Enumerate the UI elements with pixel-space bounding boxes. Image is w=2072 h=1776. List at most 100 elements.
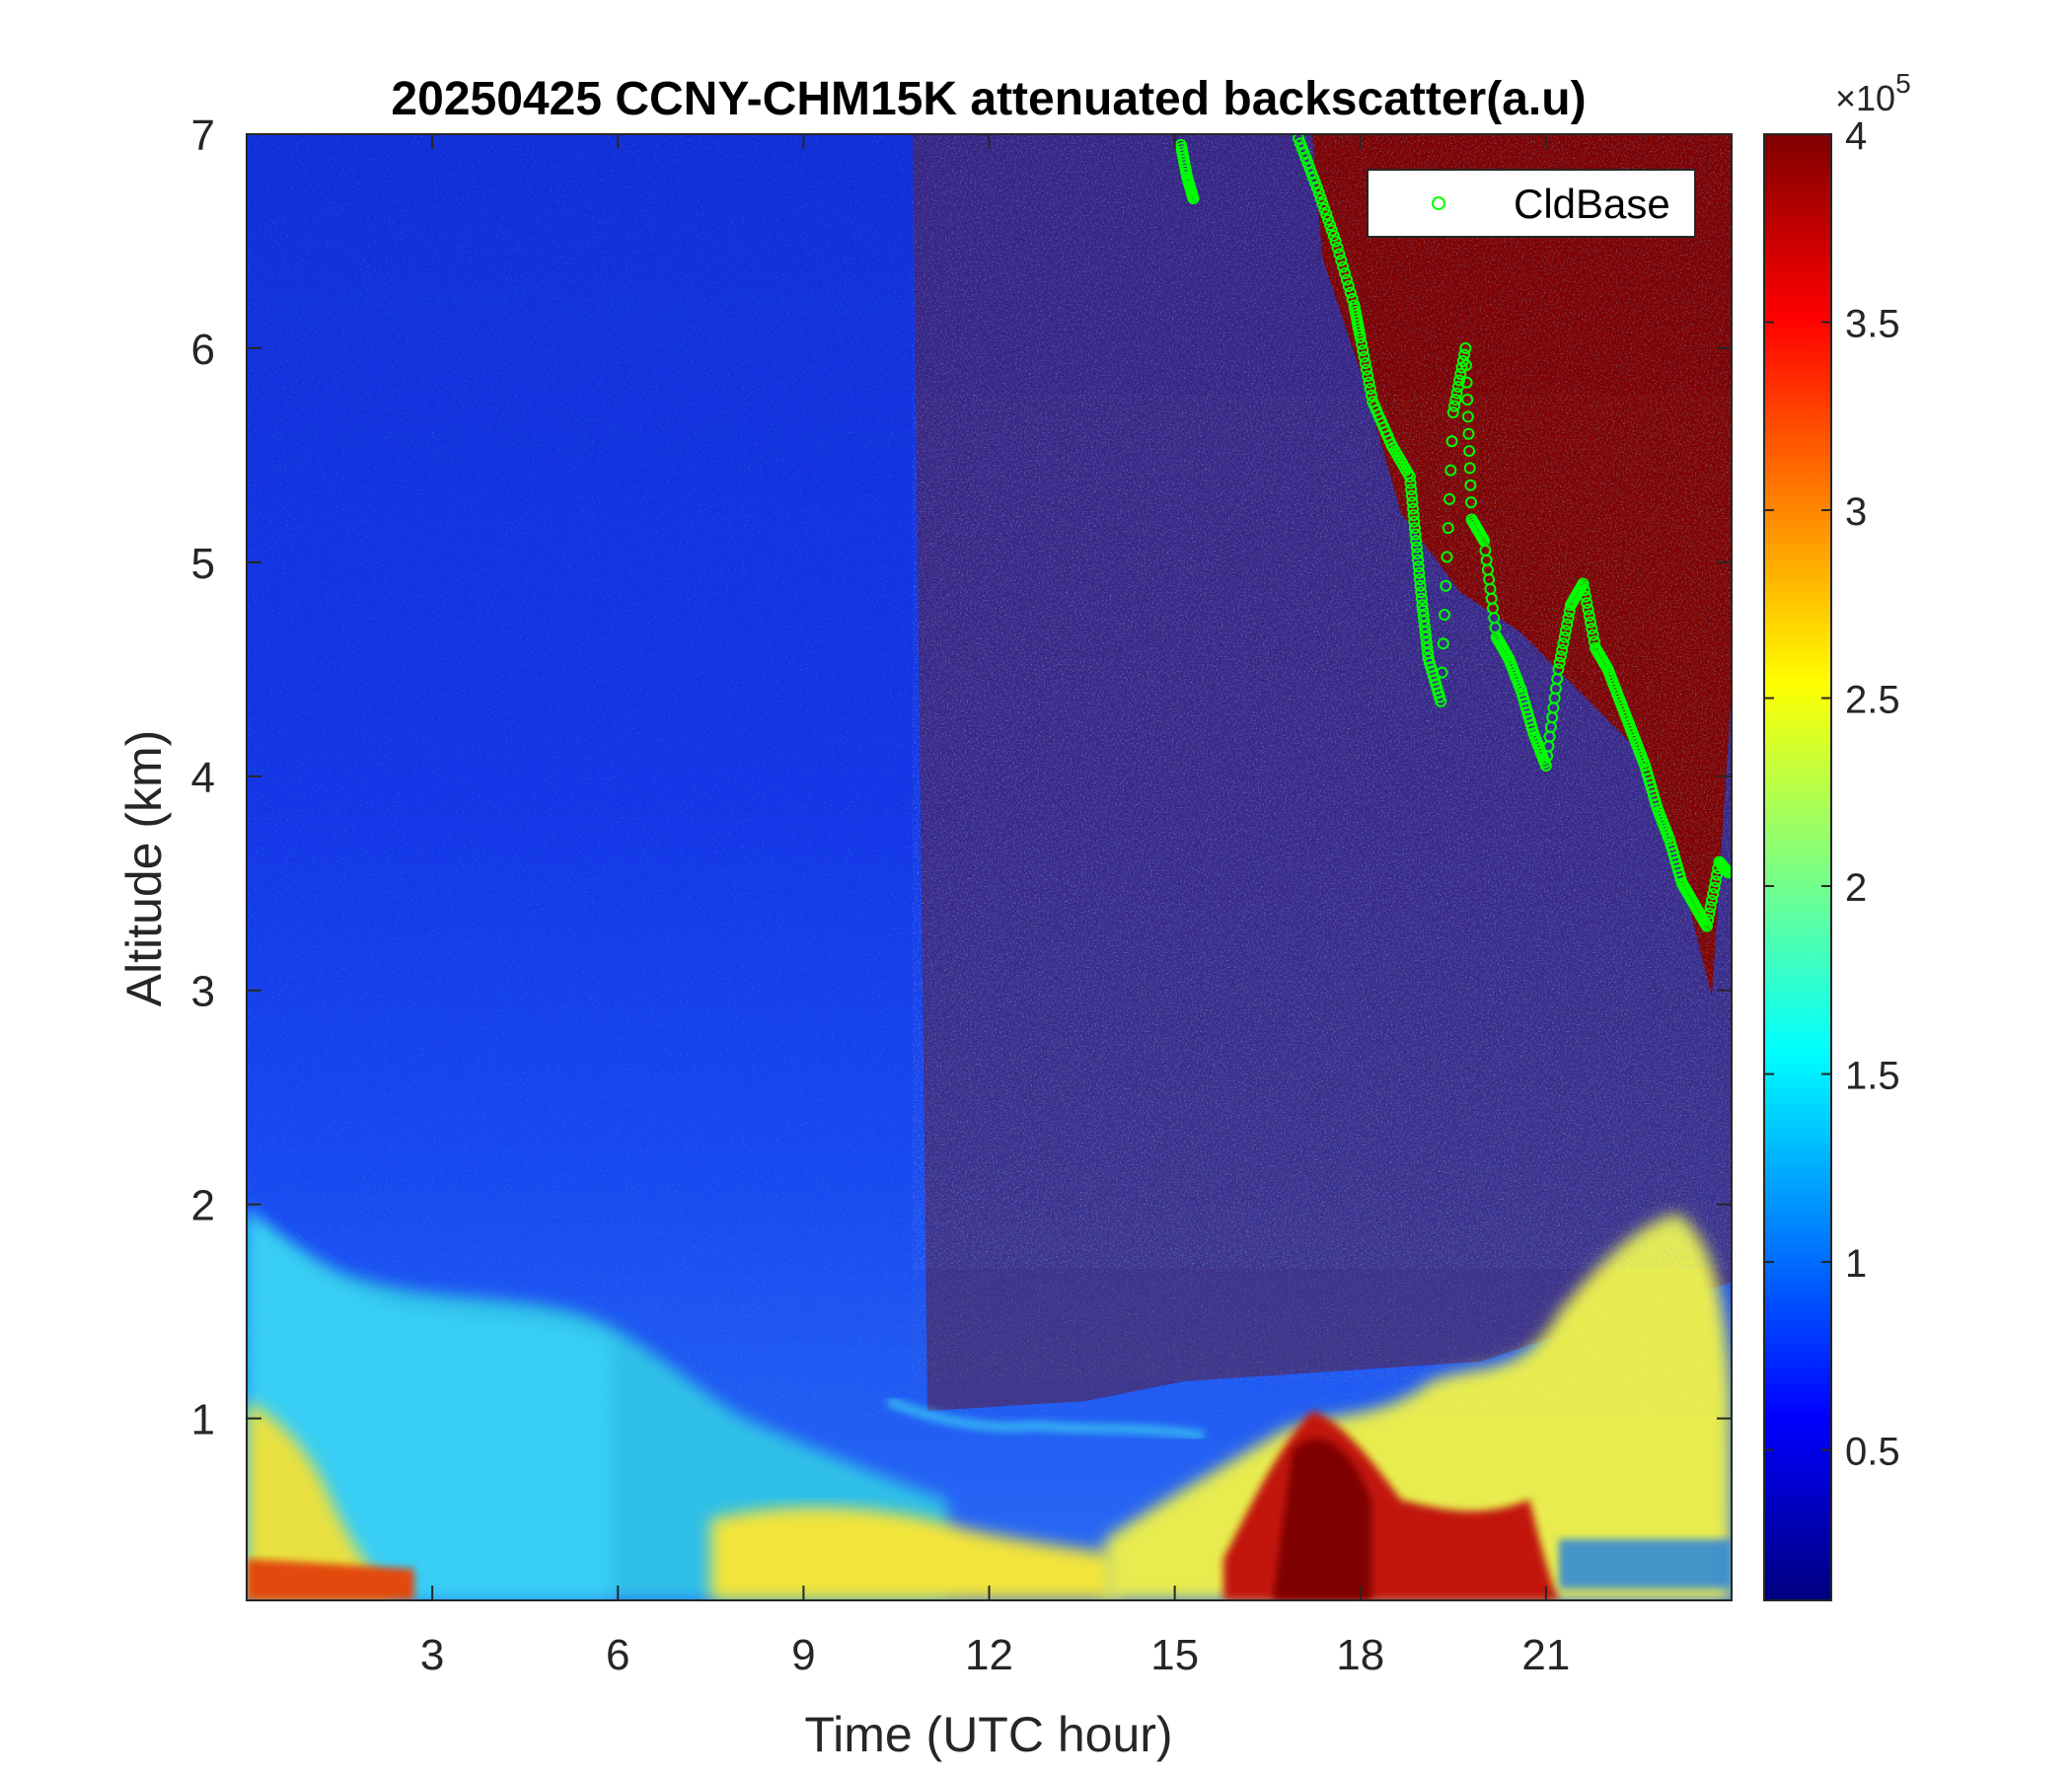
cloud-base-point [1707, 888, 1720, 901]
cloud-base-point [1448, 400, 1461, 412]
colorbar-tick-label: 0.5 [1845, 1431, 1900, 1474]
cloud-base-point [1409, 528, 1422, 541]
cloud-base-point [1327, 230, 1340, 243]
cloud-base-point [1554, 650, 1567, 663]
cloud-base-point [1444, 464, 1457, 477]
cloud-base-point [1412, 554, 1425, 566]
cloud-base-point [1406, 496, 1419, 509]
cloud-base-point [1562, 612, 1575, 625]
cloud-base-point [1446, 407, 1459, 419]
cloud-base-point [1357, 344, 1369, 357]
cloud-base-point [1342, 280, 1355, 293]
cloud-base-point [1411, 548, 1424, 560]
cloud-base-point [1459, 341, 1472, 354]
colorbar-tick-label: 3 [1845, 490, 1867, 534]
y-tick-label: 1 [191, 1396, 215, 1444]
cloud-base-point [1187, 192, 1200, 205]
cloud-base-point [1413, 573, 1426, 586]
cloud-base-point [1587, 629, 1599, 641]
cloud-base-point [1404, 477, 1417, 489]
cloud-base-point [1582, 603, 1594, 616]
cloud-base-point [1464, 479, 1477, 491]
cloud-base-point [1337, 260, 1350, 273]
cloud-base-point [1700, 920, 1713, 932]
cloud-base-point [1709, 875, 1722, 888]
cloud-base-point [1463, 445, 1476, 458]
y-tick-label: 5 [191, 540, 215, 588]
cloud-base-point [1581, 597, 1593, 610]
cloud-base-point [1344, 286, 1357, 299]
cloud-base-point [1704, 901, 1717, 914]
cloud-base-point [1449, 393, 1462, 406]
y-tick-label: 6 [191, 326, 215, 374]
cloud-base-point [1361, 363, 1373, 376]
cloud-base-point [1408, 522, 1421, 535]
cloud-base-point [1552, 663, 1565, 676]
cloud-base-point [1310, 182, 1323, 194]
cloud-base-point [1437, 637, 1449, 650]
cloud-base-point [1445, 435, 1458, 448]
legend-entry-label: CldBase [1514, 181, 1670, 227]
colorbar-exponent-base: ×10 [1835, 78, 1895, 118]
cloud-base-point [1333, 248, 1346, 260]
cloud-base-point [1705, 894, 1718, 907]
cloud-base-point [1405, 489, 1418, 502]
legend-marker-icon [1432, 196, 1445, 210]
cloud-base-point [1316, 197, 1329, 210]
x-tick-label: 6 [606, 1631, 629, 1679]
y-tick-label: 3 [191, 968, 215, 1016]
cloud-base-point [1703, 907, 1716, 920]
cloud-base-point [1553, 656, 1566, 669]
cloud-base-point [1407, 509, 1420, 522]
cloud-base-point [1329, 235, 1342, 248]
colorbar-tick-label: 2 [1845, 866, 1867, 910]
cloud-base-point [1463, 462, 1476, 475]
cloud-base-point [1359, 357, 1371, 370]
cloud-base-point [1356, 337, 1369, 350]
cloud-base-point [1362, 370, 1374, 383]
cloud-base-point [1354, 332, 1367, 344]
cloud-base-point [1320, 208, 1333, 221]
cloud-base-point [1408, 515, 1421, 528]
colorbar: 0.5 1 1.5 2 2.5 3 3.5 4 ×105 [1763, 68, 1911, 1601]
cloud-base-point [1405, 483, 1418, 496]
backscatter-heatmap [247, 134, 1732, 1600]
cloud-base-point [1577, 577, 1590, 590]
cloud-base-point [1436, 666, 1448, 679]
cloud-base-point [1722, 866, 1732, 879]
cloud-base-point [1462, 427, 1475, 440]
cloud-base-point [1454, 367, 1467, 380]
x-axis-label: Time (UTC hour) [804, 1707, 1172, 1762]
y-axis: 1 2 3 4 5 6 7 [191, 111, 1732, 1444]
cloud-base-point [1439, 609, 1451, 622]
cloud-base-point [1464, 496, 1477, 509]
cloud-base-point [1558, 630, 1571, 643]
x-axis: 3 6 9 12 15 18 21 [420, 134, 1570, 1679]
colorbar-frame [1763, 133, 1832, 1601]
cloud-base-point [1442, 522, 1454, 535]
cloud-base-point [1585, 616, 1597, 629]
colorbar-gradient [1764, 134, 1831, 1600]
cloud-base-point [1440, 579, 1452, 592]
cloud-base-point [1358, 350, 1370, 363]
colorbar-tick-label: 4 [1845, 114, 1867, 158]
cloud-base-point [1556, 643, 1569, 656]
y-axis-label: Altitude (km) [116, 730, 172, 1007]
colorbar-exponent: ×105 [1835, 68, 1911, 118]
cloud-base-point [1324, 219, 1337, 232]
cloud-base-point [1453, 374, 1466, 387]
cloud-base-point [1583, 610, 1595, 623]
cloud-base-point [1586, 623, 1598, 635]
colorbar-exponent-power: 5 [1895, 68, 1911, 99]
cloud-base-point [1580, 590, 1592, 603]
cloud-base-point [1461, 410, 1474, 423]
cloud-base-point [1415, 586, 1428, 599]
cloud-base-point [1413, 566, 1426, 579]
cloud-base-point [1403, 471, 1416, 483]
cloud-base-point [1708, 881, 1721, 894]
x-tick-label: 21 [1521, 1631, 1570, 1679]
y-tick-label: 2 [191, 1182, 215, 1230]
chart-title: 20250425 CCNY-CHM15K attenuated backscat… [391, 73, 1586, 125]
cloud-base-point [1561, 618, 1574, 630]
